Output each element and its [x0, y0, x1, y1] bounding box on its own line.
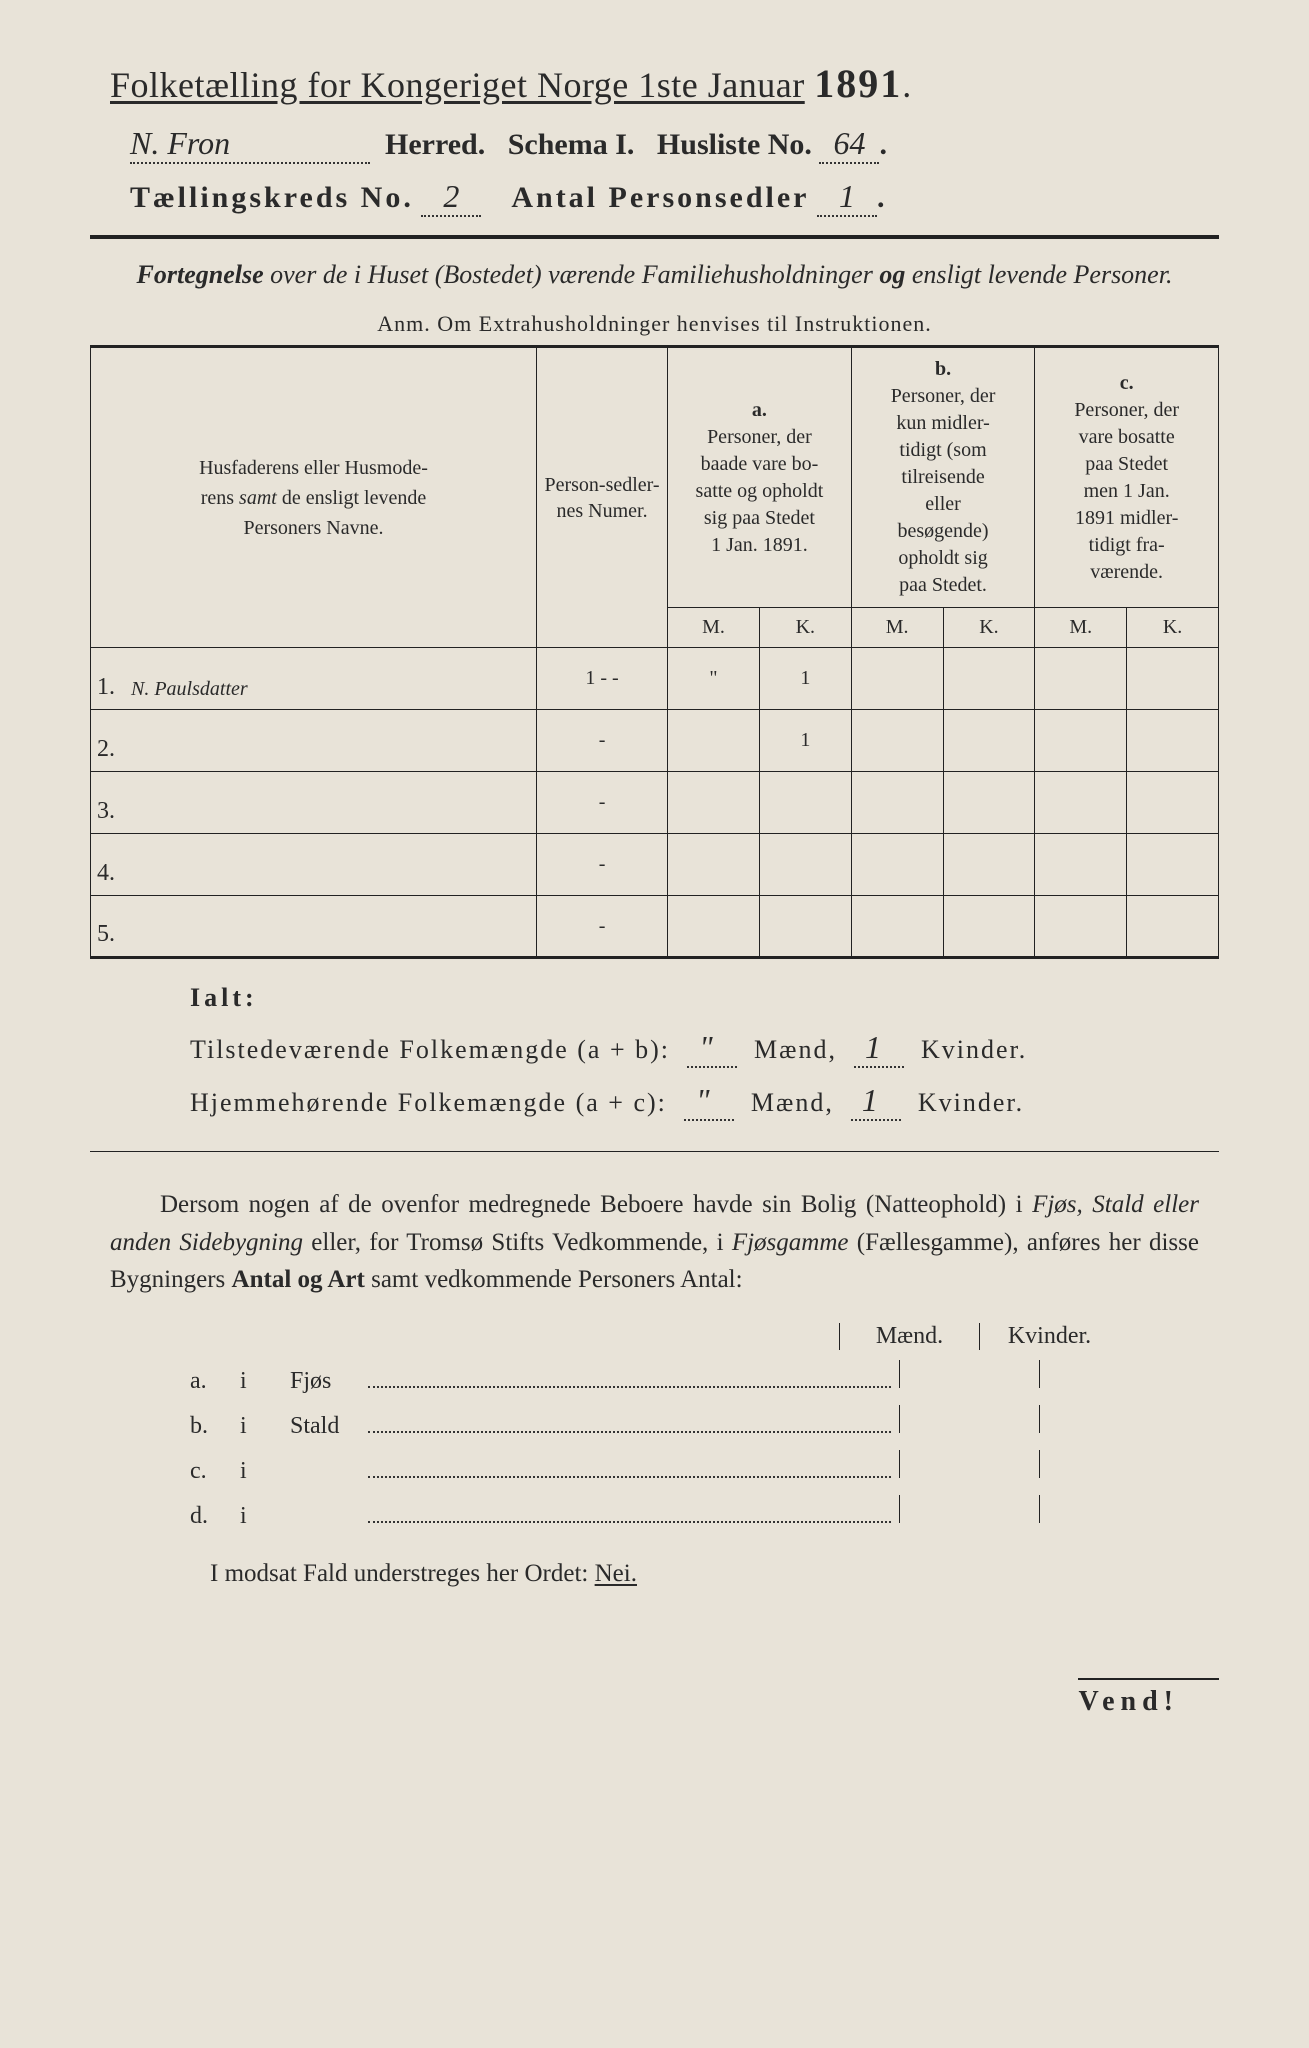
kreds-value: 2	[421, 178, 481, 215]
col-a-k: K.	[759, 608, 851, 648]
husliste-label: Husliste No.	[657, 128, 812, 161]
table-row: 4.-	[91, 834, 1219, 896]
husliste-value: 64	[819, 125, 879, 162]
table-row: 3.-	[91, 772, 1219, 834]
kreds-label: Tællingskreds No.	[130, 181, 414, 214]
a-m-cell	[668, 834, 760, 896]
subtitle-bold2: og	[879, 260, 905, 289]
buildings-header: Mænd. Kvinder.	[190, 1323, 1119, 1350]
ialt-title: Ialt:	[190, 983, 1219, 1013]
b-k-cell	[943, 834, 1035, 896]
build-head-m: Mænd.	[839, 1323, 979, 1350]
name-cell: 5.	[91, 896, 537, 958]
pnum-cell: -	[536, 896, 667, 958]
page-title: Folketælling for Kongeriget Norge 1ste J…	[90, 60, 1219, 107]
b-m-cell	[851, 648, 943, 710]
a-m-cell: "	[668, 648, 760, 710]
title-prefix: Folketælling for Kongeriget Norge 1ste J…	[110, 65, 805, 105]
col-c: c. Personer, dervare bosattepaa Stedetme…	[1035, 347, 1219, 608]
anm-note: Anm. Om Extrahusholdninger henvises til …	[90, 311, 1219, 337]
vend-label: Vend!	[1078, 1678, 1219, 1718]
totals-block: Ialt: Tilstedeværende Folkemængde (a + b…	[190, 983, 1219, 1121]
building-row: a.iFjøs	[190, 1360, 1179, 1395]
a-m-cell	[668, 710, 760, 772]
c-k-cell	[1127, 648, 1219, 710]
col-b-m: M.	[851, 608, 943, 648]
subtitle: Fortegnelse over de i Huset (Bostedet) v…	[130, 257, 1179, 293]
herred-line: N. Fron Herred. Schema I. Husliste No. 6…	[90, 125, 1219, 164]
title-year: 1891	[814, 61, 902, 106]
c-k-cell	[1127, 772, 1219, 834]
building-row: d.i	[190, 1495, 1179, 1530]
c-m-cell	[1035, 648, 1127, 710]
col-b-k: K.	[943, 608, 1035, 648]
b-m-cell	[851, 834, 943, 896]
antal-label: Antal Personsedler	[511, 181, 809, 214]
table-row: 5.-	[91, 896, 1219, 958]
table-row: 1.N. Paulsdatter1 - -"1	[91, 648, 1219, 710]
kreds-line: Tællingskreds No. 2 Antal Personsedler 1…	[90, 178, 1219, 217]
herred-label: Herred.	[385, 128, 485, 161]
b-k-cell	[943, 772, 1035, 834]
pnum-cell: -	[536, 710, 667, 772]
c-m-cell	[1035, 710, 1127, 772]
divider	[90, 235, 1219, 239]
subtitle-prefix: Fortegnelse	[137, 260, 264, 289]
col-c-k: K.	[1127, 608, 1219, 648]
c-k-cell	[1127, 834, 1219, 896]
a-k-cell	[759, 772, 851, 834]
name-cell: 1.N. Paulsdatter	[91, 648, 537, 710]
b-m-cell	[851, 772, 943, 834]
subtitle-text2: ensligt levende Personer.	[905, 260, 1172, 289]
col-a-m: M.	[668, 608, 760, 648]
antal-value: 1	[817, 178, 877, 215]
c-m-cell	[1035, 772, 1127, 834]
name-cell: 3.	[91, 772, 537, 834]
a-m-cell	[668, 772, 760, 834]
subtitle-text1: over de i Huset (Bostedet) værende Famil…	[264, 260, 880, 289]
c-k-cell	[1127, 710, 1219, 772]
build-head-k: Kvinder.	[979, 1323, 1119, 1350]
present-line: Tilstedeværende Folkemængde (a + b): " M…	[190, 1029, 1219, 1068]
table-row: 2.- 1	[91, 710, 1219, 772]
name-cell: 4.	[91, 834, 537, 896]
c-m-cell	[1035, 834, 1127, 896]
nei-line: I modsat Fald understreges her Ordet: Ne…	[210, 1560, 1219, 1588]
b-k-cell	[943, 896, 1035, 958]
a-m-cell	[668, 896, 760, 958]
col-b-text: Personer, derkun midler-tidigt (somtilre…	[891, 385, 996, 596]
building-row: c.i	[190, 1450, 1179, 1485]
name-cell: 2.	[91, 710, 537, 772]
herred-value: N. Fron	[130, 125, 230, 162]
col-name: Husfaderens eller Husmode-rens samt de e…	[91, 347, 537, 648]
b-k-cell	[943, 710, 1035, 772]
pnum-cell: -	[536, 772, 667, 834]
divider	[90, 1151, 1219, 1152]
pnum-cell: -	[536, 834, 667, 896]
b-m-cell	[851, 896, 943, 958]
a-k-cell	[759, 834, 851, 896]
c-k-cell	[1127, 896, 1219, 958]
c-m-cell	[1035, 896, 1127, 958]
nei-word: Nei.	[595, 1560, 637, 1587]
col-c-m: M.	[1035, 608, 1127, 648]
col-a-text: Personer, derbaade vare bo-satte og opho…	[696, 426, 824, 556]
a-k-cell: 1	[759, 648, 851, 710]
col-a: a. Personer, derbaade vare bo-satte og o…	[668, 347, 852, 608]
a-k-cell: 1	[759, 710, 851, 772]
buildings-paragraph: Dersom nogen af de ovenfor medregnede Be…	[110, 1186, 1199, 1299]
census-form-page: Folketælling for Kongeriget Norge 1ste J…	[90, 60, 1219, 1988]
household-table: Husfaderens eller Husmode-rens samt de e…	[90, 345, 1219, 959]
pnum-cell: 1 - -	[536, 648, 667, 710]
schema-label: Schema I.	[508, 128, 635, 161]
buildings-table: Mænd. Kvinder. a.iFjøs b.iStald c.i d.i	[190, 1323, 1179, 1530]
b-m-cell	[851, 710, 943, 772]
b-k-cell	[943, 648, 1035, 710]
col-b: b. Personer, derkun midler-tidigt (somti…	[851, 347, 1035, 608]
resident-line: Hjemmehørende Folkemængde (a + c): " Mæn…	[190, 1082, 1219, 1121]
col-personnum: Person-sedler-nes Numer.	[536, 347, 667, 648]
col-c-text: Personer, dervare bosattepaa Stedetmen 1…	[1074, 399, 1179, 583]
a-k-cell	[759, 896, 851, 958]
building-row: b.iStald	[190, 1405, 1179, 1440]
